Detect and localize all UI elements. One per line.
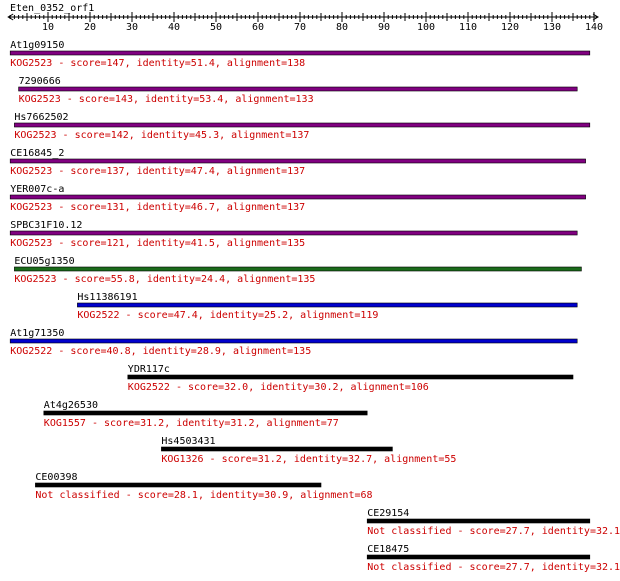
hit-name[interactable]: SPBC31F10.12 (10, 220, 82, 231)
query-title: Eten_0352_orf1 (10, 3, 94, 14)
alignment-bar[interactable] (18, 86, 578, 92)
tick-label: 120 (501, 22, 519, 33)
hit-annotation: KOG2523 - score=121, identity=41.5, alig… (10, 238, 305, 249)
hit-annotation: KOG1557 - score=31.2, identity=31.2, ali… (44, 418, 339, 429)
hit-annotation: KOG2523 - score=131, identity=46.7, alig… (10, 202, 305, 213)
hit-name[interactable]: YDR117c (128, 364, 170, 375)
hit-name[interactable]: 7290666 (19, 76, 61, 87)
alignment-bar[interactable] (9, 50, 591, 56)
hit-row[interactable]: At1g71350 KOG2522 - score=40.8, identity=… (9, 328, 578, 357)
alignment-bar[interactable] (14, 266, 582, 272)
hit-row[interactable]: CE29154 Not classified - score=27.7, iden… (366, 508, 620, 537)
hit-name[interactable]: CE00398 (35, 472, 77, 483)
hit-row[interactable]: CE00398 Not classified - score=28.1, iden… (35, 472, 373, 501)
alignment-bar[interactable] (9, 230, 578, 236)
hit-row[interactable]: SPBC31F10.12 KOG2523 - score=121, identit… (9, 220, 578, 249)
tick-label: 70 (294, 22, 306, 33)
hit-row[interactable]: At4g26530 KOG1557 - score=31.2, identity=… (43, 400, 368, 429)
tick-label: 130 (543, 22, 561, 33)
tick-label: 60 (252, 22, 264, 33)
hit-name[interactable]: Hs11386191 (77, 292, 137, 303)
hit-row[interactable]: 7290666 KOG2523 - score=143, identity=53.… (18, 76, 578, 105)
alignment-bar[interactable] (9, 194, 586, 200)
alignment-bar[interactable] (14, 122, 591, 128)
hit-name[interactable]: At1g71350 (10, 328, 64, 339)
hit-annotation: KOG2523 - score=55.8, identity=24.4, ali… (14, 274, 315, 285)
hit-name[interactable]: ECU05g1350 (14, 256, 74, 267)
tick-label: 80 (336, 22, 348, 33)
hit-row[interactable]: CE18475 Not classified - score=27.7, iden… (366, 544, 620, 573)
hit-name[interactable]: CE18475 (367, 544, 409, 555)
hit-annotation: Not classified - score=28.1, identity=30… (35, 490, 372, 501)
hit-annotation: KOG2523 - score=143, identity=53.4, alig… (19, 94, 314, 105)
hit-row[interactable]: YDR117c KOG2522 - score=32.0, identity=30… (127, 364, 574, 393)
alignment-bar[interactable] (9, 338, 578, 344)
hit-row[interactable]: ECU05g1350 KOG2523 - score=55.8, identity… (14, 256, 582, 285)
hit-row[interactable]: Hs4503431 KOG1326 - score=31.2, identity=… (161, 436, 456, 465)
hit-annotation: KOG2522 - score=40.8, identity=28.9, ali… (10, 346, 311, 357)
alignment-bar[interactable] (366, 554, 591, 560)
tick-label: 50 (210, 22, 222, 33)
hit-row[interactable]: CE16845_2 KOG2523 - score=137, identity=4… (9, 148, 586, 177)
hit-annotation: KOG2522 - score=32.0, identity=30.2, ali… (128, 382, 429, 393)
hit-annotation: Not classified - score=27.7, identity=32… (367, 562, 620, 573)
hit-row[interactable]: Hs7662502 KOG2523 - score=142, identity=4… (14, 112, 591, 141)
alignment-bar[interactable] (161, 446, 393, 452)
hit-name[interactable]: Hs7662502 (14, 112, 68, 123)
alignment-bar[interactable] (35, 482, 322, 488)
hit-name[interactable]: CE16845_2 (10, 148, 64, 159)
hit-annotation: KOG2523 - score=147, identity=51.4, alig… (10, 58, 305, 69)
hit-row[interactable]: YER007c-a KOG2523 - score=131, identity=4… (9, 184, 586, 213)
hit-annotation: KOG2523 - score=142, identity=45.3, alig… (14, 130, 309, 141)
hit-annotation: KOG1326 - score=31.2, identity=32.7, ali… (161, 454, 456, 465)
tick-label: 40 (168, 22, 180, 33)
alignment-bar[interactable] (366, 518, 591, 524)
hit-row[interactable]: Hs11386191 KOG2522 - score=47.4, identity… (77, 292, 578, 321)
hit-name[interactable]: YER007c-a (10, 184, 64, 195)
hit-annotation: KOG2522 - score=47.4, identity=25.2, ali… (77, 310, 378, 321)
hit-annotation: Not classified - score=27.7, identity=32… (367, 526, 620, 537)
alignment-bar[interactable] (127, 374, 574, 380)
hit-list: At1g09150 KOG2523 - score=147, identity=5… (9, 40, 620, 573)
tick-label: 10 (42, 22, 54, 33)
hit-name[interactable]: At1g09150 (10, 40, 64, 51)
hit-name[interactable]: Hs4503431 (161, 436, 215, 447)
tick-label: 20 (84, 22, 96, 33)
tick-label: 100 (417, 22, 435, 33)
alignment-bar[interactable] (43, 410, 368, 416)
hit-row[interactable]: At1g09150 KOG2523 - score=147, identity=5… (9, 40, 591, 69)
tick-label: 30 (126, 22, 138, 33)
ruler-arrow-right (592, 13, 599, 21)
ruler-arrow-left (7, 13, 14, 21)
tick-label: 90 (378, 22, 390, 33)
hit-name[interactable]: CE29154 (367, 508, 409, 519)
tick-label: 110 (459, 22, 477, 33)
hit-annotation: KOG2523 - score=137, identity=47.4, alig… (10, 166, 305, 177)
alignment-bar[interactable] (9, 158, 586, 164)
tick-label: 140 (585, 22, 603, 33)
position-ruler: 10 20 30 40 50 60 70 80 90 100 110 120 130 140 (7, 12, 603, 33)
hit-name[interactable]: At4g26530 (44, 400, 98, 411)
alignment-bar[interactable] (77, 302, 578, 308)
